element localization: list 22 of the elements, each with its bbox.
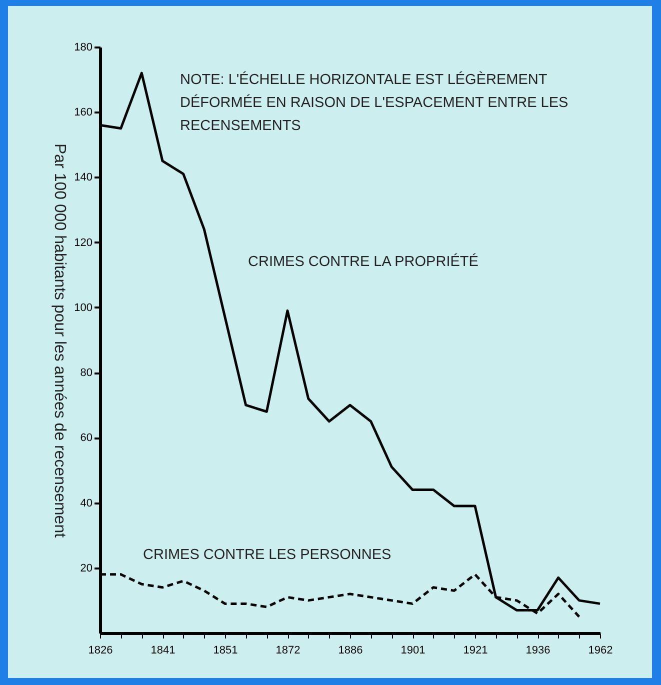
text: CRIMES CONTRE LA PROPRIÉTÉ: [248, 253, 479, 270]
x-tick-label: 1872: [276, 644, 300, 656]
y-tick-label: 180: [74, 42, 92, 54]
y-tick-label: 40: [80, 497, 92, 510]
x-tick-label: 1841: [150, 644, 176, 656]
series-label: CRIMES CONTRE LES PERSONNES: [143, 547, 392, 563]
y-tick-label: 140: [74, 172, 92, 184]
x-tick-label: 1901: [400, 644, 426, 656]
y-tick-label: 20: [80, 562, 92, 574]
x-tick-label: 1826: [88, 644, 113, 656]
annotation: NOTE: L'ÉCHELLE HORIZONTALE EST LÉGÈREMENT DÉFORMÉE EN RAISON DE L'ESPACEMENT ENTRE LES RECENSEMENTS: [180, 71, 568, 134]
x-tick-label: 1962: [588, 644, 613, 656]
x-tick-label: 1886: [338, 644, 363, 656]
x-tick-label: 1921: [463, 644, 488, 656]
y-tick-label: 100: [74, 302, 92, 314]
x-tick-label: 1936: [526, 644, 550, 656]
y-tick-label: 120: [74, 236, 92, 249]
y-axis-title: Par 100 000 habitants pour les années de recensement: [51, 143, 68, 538]
x-tick-label: 1851: [213, 644, 238, 656]
y-tick-label: 80: [80, 367, 92, 380]
y-tick-label: 60: [80, 432, 92, 444]
y-tick-label: 160: [74, 106, 92, 119]
